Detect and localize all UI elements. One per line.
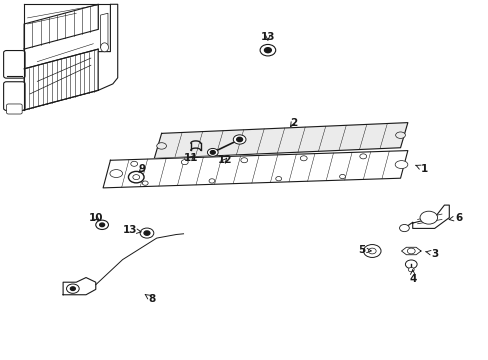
Ellipse shape [394,161,407,168]
FancyBboxPatch shape [3,82,25,111]
Text: 10: 10 [88,213,103,222]
Ellipse shape [110,170,122,177]
Text: 13: 13 [122,225,141,235]
Polygon shape [63,278,96,295]
Circle shape [363,244,380,257]
FancyBboxPatch shape [3,50,25,78]
Text: 6: 6 [448,213,462,222]
Circle shape [407,267,413,272]
Circle shape [128,171,144,183]
Circle shape [275,176,281,181]
Circle shape [100,223,104,226]
Text: 11: 11 [183,153,198,163]
Text: 8: 8 [145,294,155,304]
Circle shape [419,211,437,224]
Circle shape [260,44,275,56]
Polygon shape [24,49,98,110]
Polygon shape [24,4,98,49]
Circle shape [241,158,247,163]
Circle shape [130,161,137,166]
Circle shape [367,248,375,254]
Circle shape [405,260,416,269]
Circle shape [133,175,140,180]
Circle shape [181,159,188,165]
Circle shape [264,48,271,53]
Circle shape [339,174,345,179]
Circle shape [236,137,242,141]
Ellipse shape [157,143,166,149]
FancyBboxPatch shape [6,104,22,114]
Circle shape [144,231,150,235]
Circle shape [210,150,215,154]
Polygon shape [412,205,448,228]
Circle shape [140,228,154,238]
Text: 13: 13 [260,32,275,41]
Text: 1: 1 [415,164,427,174]
Circle shape [233,135,245,144]
Text: 4: 4 [408,270,416,284]
Polygon shape [98,4,118,90]
Circle shape [208,179,214,183]
Circle shape [359,154,366,159]
Polygon shape [154,123,407,158]
Polygon shape [103,150,407,188]
Circle shape [142,181,148,185]
Circle shape [96,220,108,229]
Text: 12: 12 [217,155,232,165]
Polygon shape [401,247,420,255]
Ellipse shape [395,132,405,138]
Circle shape [66,284,79,293]
Text: 3: 3 [425,248,437,258]
Text: 5: 5 [357,245,370,255]
Circle shape [407,248,414,254]
Ellipse shape [101,43,108,52]
Circle shape [399,225,408,231]
Text: 2: 2 [289,118,296,128]
Text: 9: 9 [138,164,145,174]
Circle shape [70,287,75,291]
Circle shape [207,148,218,156]
Circle shape [300,156,306,161]
